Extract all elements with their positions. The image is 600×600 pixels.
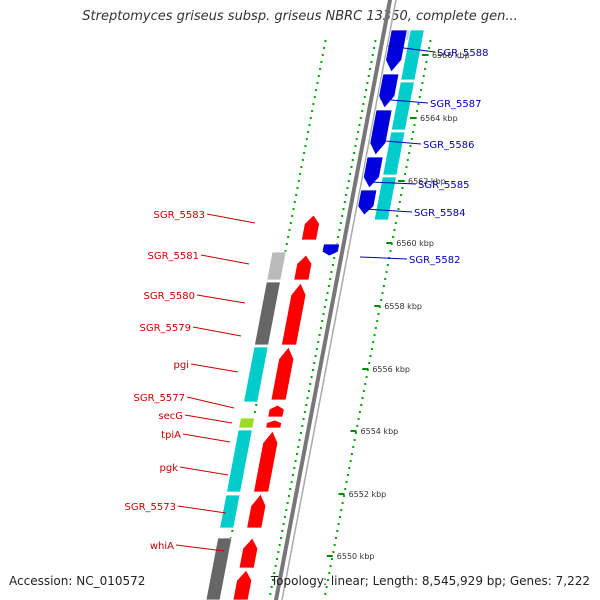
gene-arrow-whiA[interactable] [238, 537, 259, 569]
gene-label-SGR_5587[interactable]: SGR_5587 [430, 99, 482, 110]
gene-label-secG[interactable]: secG [158, 411, 183, 422]
gene-label-SGR_5573[interactable]: SGR_5573 [125, 502, 177, 513]
gene-arrow-SGR_5583[interactable] [300, 214, 320, 241]
ruler-ticks: 6566 kbp 6564 kbp 6562 kbp 6560 kbp 6558 kbp… [326, 51, 470, 561]
gene-label-SGR_5580[interactable]: SGR_5580 [144, 291, 196, 302]
gene-label-SGR_5583[interactable]: SGR_5583 [154, 210, 206, 221]
chromosome-backbone [273, 0, 397, 600]
ruler-label: 6550 kbp [337, 552, 375, 561]
gene-arrow-SGR_5585[interactable] [362, 156, 384, 189]
gene-arrow-SGR_5580[interactable] [280, 282, 307, 346]
genome-title: Streptomyces griseus subsp. griseus NBRC… [82, 9, 518, 24]
gene-label-SGR_5585[interactable]: SGR_5585 [418, 180, 470, 191]
gene-label-SGR_5582[interactable]: SGR_5582 [409, 255, 461, 266]
ruler-label: 6564 kbp [420, 114, 458, 123]
gene-label-tpiA[interactable]: tpiA [161, 430, 181, 441]
ruler-label: 6556 kbp [372, 365, 410, 374]
gene-arrow-SGR_5587[interactable] [378, 73, 400, 109]
cds-tracks [205, 29, 425, 600]
gene-arrow-next[interactable] [232, 569, 253, 600]
gene-labels[interactable]: SGR_5588 SGR_5587 SGR_5586 SGR_5585 SGR_5584… [125, 48, 489, 552]
gene-label-pgk[interactable]: pgk [160, 463, 179, 474]
ruler-label: 6560 kbp [396, 239, 434, 248]
gene-arrow-SGR_5581[interactable] [293, 254, 313, 281]
gene-features[interactable] [232, 29, 408, 600]
gene-arrow-SGR_5584[interactable] [357, 189, 378, 216]
gene-label-SGR_5584[interactable]: SGR_5584 [414, 208, 466, 219]
gene-arrow-tpiA[interactable] [253, 430, 279, 493]
gene-arrow-SGR_5586[interactable] [369, 109, 393, 156]
gene-arrow-pgk[interactable] [246, 493, 267, 529]
ruler-label: 6566 kbp [432, 51, 470, 60]
gene-label-whiA[interactable]: whiA [150, 541, 174, 552]
gene-label-SGR_5577[interactable]: SGR_5577 [134, 393, 186, 404]
gene-label-pgi[interactable]: pgi [174, 360, 189, 371]
ruler-label: 6562 kbp [408, 177, 446, 186]
accession-text: Accession: NC_010572 [9, 574, 146, 588]
ruler-label: 6558 kbp [384, 302, 422, 311]
gene-arrow-SGR_5588[interactable] [385, 29, 408, 73]
gene-label-SGR_5588[interactable]: SGR_5588 [437, 48, 489, 59]
gene-arrow-secG[interactable] [265, 419, 283, 429]
gene-arrow-SGR_5582[interactable] [321, 243, 341, 257]
gene-label-SGR_5579[interactable]: SGR_5579 [140, 323, 192, 334]
ruler-label: 6552 kbp [349, 490, 387, 499]
gene-arrow-pgi[interactable] [270, 346, 295, 401]
topology-text: Topology: linear; Length: 8,545,929 bp; … [270, 574, 590, 588]
gene-arrow-SGR_5577[interactable] [267, 404, 285, 418]
ruler-label: 6554 kbp [361, 427, 399, 436]
gene-label-SGR_5581[interactable]: SGR_5581 [148, 251, 200, 262]
label-leaders [175, 45, 436, 552]
gene-label-SGR_5586[interactable]: SGR_5586 [423, 140, 475, 151]
